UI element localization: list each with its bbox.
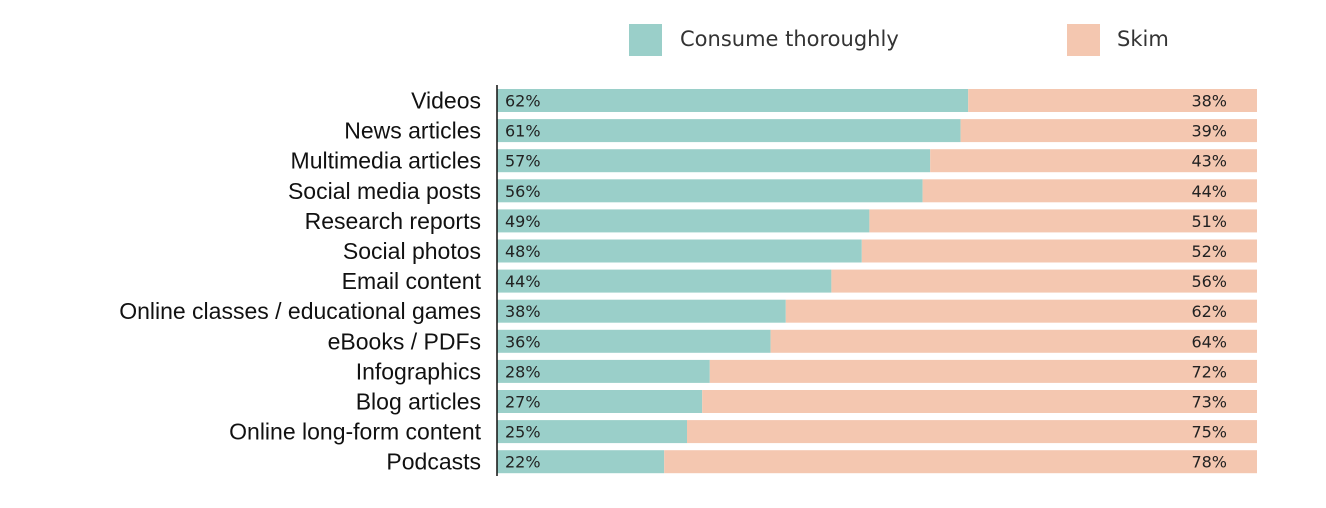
value-label-consume-thoroughly-online-long-form-content: 25% [505,423,541,442]
value-label-consume-thoroughly-news-articles: 61% [505,122,541,141]
bar-skim-email-content [831,269,1257,293]
value-label-consume-thoroughly-social-media-posts: 56% [505,182,541,201]
category-label-social-media-posts: Social media posts [288,178,481,204]
bar-skim-research-reports [869,209,1257,233]
value-label-consume-thoroughly-videos: 62% [505,92,541,111]
legend-swatch-skim [1067,24,1100,56]
bar-consume-thoroughly-social-photos [497,239,862,263]
bar-consume-thoroughly-blog-articles [497,390,703,413]
category-label-email-content: Email content [342,268,482,294]
value-label-consume-thoroughly-social-photos: 48% [505,242,541,261]
category-label-online-long-form-content: Online long-form content [229,419,481,445]
bar-skim-multimedia-articles [930,149,1257,173]
category-label-online-classes-educational-games: Online classes / educational games [119,298,481,324]
bar-skim-podcasts [664,450,1257,474]
value-label-skim-social-photos: 52% [1191,242,1227,261]
bar-skim-social-photos [861,239,1257,263]
value-label-skim-online-classes-educational-games: 62% [1191,302,1227,321]
value-labels: 62% 38% 61% 39% 57% 43% 56% 44% 49% 51% 48% 52% 44% 5… [505,92,1227,472]
category-label-blog-articles: Blog articles [356,389,481,415]
value-label-skim-blog-articles: 73% [1191,393,1227,412]
legend-label-skim: Skim [1117,27,1169,51]
value-label-consume-thoroughly-ebooks-pdfs: 36% [505,332,541,351]
bar-skim-videos [968,89,1257,112]
value-label-consume-thoroughly-multimedia-articles: 57% [505,152,541,171]
value-label-skim-social-media-posts: 44% [1191,182,1227,201]
value-label-skim-infographics: 72% [1191,362,1227,381]
legend-item-skim: Skim [1067,24,1169,56]
bar-skim-online-long-form-content [687,420,1257,444]
category-labels: Videos News articles Multimedia articles So… [119,88,481,475]
legend-item-consume-thoroughly: Consume thoroughly [629,24,899,56]
bar-skim-infographics [709,359,1257,383]
legend: Consume thoroughly Skim [629,24,1169,56]
value-label-consume-thoroughly-research-reports: 49% [505,212,541,231]
legend-swatch-consume-thoroughly [629,24,662,56]
bar-consume-thoroughly-online-classes-educational-games [497,299,786,323]
bar-consume-thoroughly-email-content [497,269,832,293]
value-label-skim-podcasts: 78% [1191,453,1227,472]
category-label-videos: Videos [411,88,481,114]
category-label-infographics: Infographics [356,358,481,384]
value-label-skim-news-articles: 39% [1191,122,1227,141]
bar-skim-online-classes-educational-games [785,299,1257,323]
bar-consume-thoroughly-social-media-posts [497,179,923,203]
bar-consume-thoroughly-infographics [497,359,710,383]
value-label-skim-email-content: 56% [1191,272,1227,291]
bar-consume-thoroughly-ebooks-pdfs [497,329,771,353]
bar-consume-thoroughly-online-long-form-content [497,420,687,444]
value-label-skim-ebooks-pdfs: 64% [1191,332,1227,351]
value-label-consume-thoroughly-infographics: 28% [505,362,541,381]
bar-consume-thoroughly-research-reports [497,209,870,233]
bar-consume-thoroughly-news-articles [497,119,961,143]
value-label-skim-online-long-form-content: 75% [1191,423,1227,442]
bar-skim-social-media-posts [922,179,1257,203]
bars-group [497,89,1257,474]
category-label-social-photos: Social photos [343,238,481,264]
value-label-consume-thoroughly-online-classes-educational-games: 38% [505,302,541,321]
bar-skim-news-articles [960,119,1257,143]
bar-skim-ebooks-pdfs [770,329,1257,353]
value-label-consume-thoroughly-email-content: 44% [505,272,541,291]
category-label-news-articles: News articles [344,118,481,144]
bar-consume-thoroughly-videos [497,89,969,112]
category-label-ebooks-pdfs: eBooks / PDFs [328,328,481,354]
category-label-research-reports: Research reports [305,208,481,234]
legend-label-consume-thoroughly: Consume thoroughly [680,27,899,51]
bar-skim-blog-articles [702,390,1257,413]
value-label-skim-videos: 38% [1191,92,1227,111]
category-label-podcasts: Podcasts [386,449,481,475]
value-label-consume-thoroughly-blog-articles: 27% [505,393,541,412]
category-label-multimedia-articles: Multimedia articles [291,148,481,174]
bar-consume-thoroughly-multimedia-articles [497,149,931,173]
value-label-consume-thoroughly-podcasts: 22% [505,453,541,472]
value-label-skim-multimedia-articles: 43% [1191,152,1227,171]
value-label-skim-research-reports: 51% [1191,212,1227,231]
bar-consume-thoroughly-podcasts [497,450,665,474]
